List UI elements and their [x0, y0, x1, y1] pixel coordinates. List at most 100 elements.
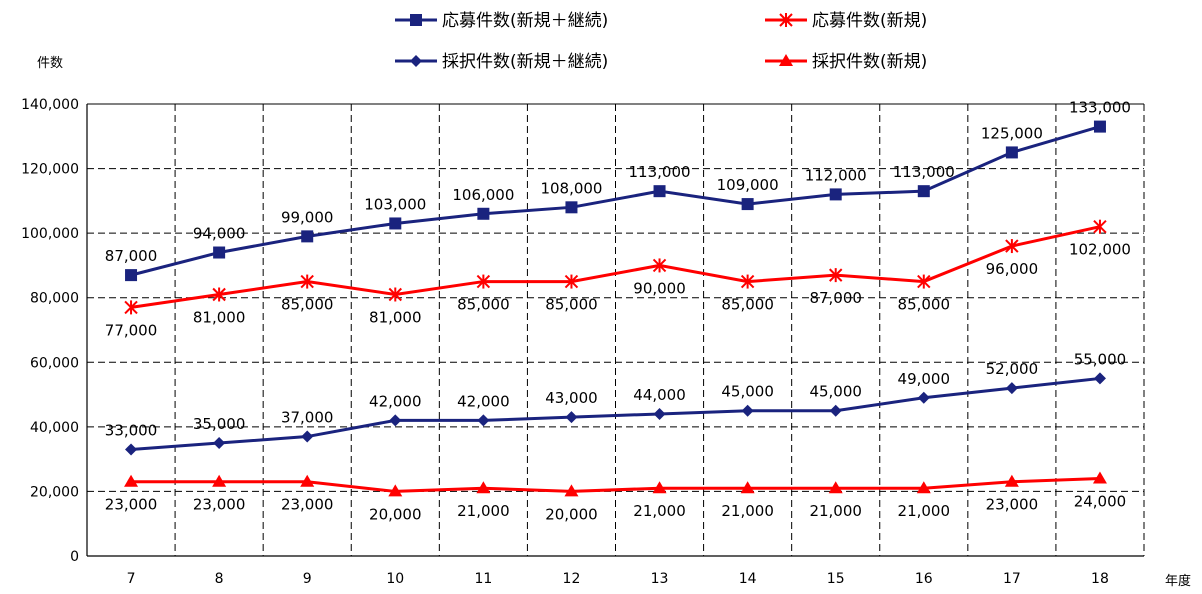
legend-item: 採択件数(新規＋継続) [395, 52, 608, 72]
data-label: 81,000 [369, 308, 422, 326]
data-point [829, 404, 842, 417]
data-label: 21,000 [809, 502, 862, 520]
data-point [389, 217, 402, 230]
data-label: 20,000 [545, 505, 598, 523]
data-point [565, 411, 578, 424]
data-point [388, 484, 403, 497]
x-tick-label: 18 [1091, 571, 1109, 587]
y-axis-title: 件数 [37, 56, 63, 71]
y-tick-label: 60,000 [30, 355, 79, 371]
data-point [1093, 219, 1107, 234]
series-2 [124, 219, 1107, 315]
data-label: 45,000 [809, 383, 862, 401]
data-point [565, 201, 578, 214]
data-point [741, 198, 754, 211]
data-label: 87,000 [809, 289, 862, 307]
data-point [125, 269, 138, 282]
data-label: 102,000 [1069, 241, 1131, 259]
data-label: 96,000 [986, 260, 1039, 278]
data-label: 77,000 [105, 321, 158, 339]
x-tick-label: 9 [303, 571, 312, 587]
data-label: 52,000 [986, 360, 1039, 378]
data-label: 85,000 [457, 296, 510, 314]
data-point [740, 481, 755, 494]
data-point [213, 437, 226, 449]
y-tick-label: 140,000 [21, 97, 79, 113]
series-4 [124, 471, 1107, 497]
series-1 [125, 120, 1106, 282]
y-tick-label: 20,000 [30, 484, 79, 500]
data-label: 21,000 [898, 502, 951, 520]
data-point [477, 207, 490, 220]
data-label: 49,000 [898, 370, 951, 388]
data-label: 125,000 [981, 124, 1043, 142]
data-point [740, 274, 755, 289]
data-label: 103,000 [364, 195, 426, 213]
x-axis-title: 年度 [1165, 573, 1191, 589]
x-tick-label: 13 [651, 571, 669, 587]
data-label: 99,000 [281, 208, 334, 226]
series-line [130, 125, 1101, 277]
data-label: 85,000 [281, 296, 334, 314]
data-point [829, 188, 842, 201]
data-point [1005, 239, 1019, 254]
x-tick-label: 8 [215, 571, 224, 587]
data-point [124, 474, 139, 487]
x-tick-label: 16 [915, 571, 933, 587]
x-tick-label: 15 [827, 571, 845, 587]
data-label: 33,000 [105, 421, 158, 439]
data-point [213, 246, 226, 259]
data-label: 85,000 [898, 296, 951, 314]
data-label: 37,000 [281, 409, 334, 427]
data-label: 55,000 [1074, 350, 1127, 368]
data-label: 21,000 [633, 502, 686, 520]
legend: 応募件数(新規＋継続) 応募件数(新規) 採択件数(新規＋継続) 採択件数(新規) [395, 11, 927, 72]
data-point [828, 481, 843, 494]
data-point [652, 258, 667, 273]
data-point [124, 300, 138, 315]
legend-item: 採択件数(新規) [765, 52, 927, 72]
data-label: 20,000 [369, 505, 422, 523]
data-point [564, 484, 579, 497]
data-point [741, 404, 754, 417]
data-point [1005, 146, 1018, 159]
series-line [130, 376, 1101, 451]
data-point [476, 274, 491, 289]
data-label: 44,000 [633, 386, 686, 404]
data-label: 113,000 [893, 163, 955, 181]
data-point [125, 443, 138, 456]
data-point [653, 407, 666, 420]
data-label: 108,000 [540, 179, 602, 197]
legend-label: 応募件数(新規) [812, 11, 927, 31]
x-tick-label: 7 [127, 571, 136, 587]
data-label: 42,000 [369, 392, 422, 410]
data-point [389, 414, 402, 427]
data-label: 85,000 [721, 296, 774, 314]
data-point [1004, 474, 1019, 487]
x-tick-label: 12 [563, 571, 581, 587]
data-label: 81,000 [193, 308, 246, 326]
legend-marker [410, 55, 422, 67]
data-point [829, 268, 843, 283]
data-point [917, 274, 931, 289]
series-3 [125, 372, 1106, 456]
data-label: 87,000 [105, 247, 158, 265]
data-point [1093, 120, 1106, 133]
data-label-layer: 87,000 94,000 99,000 103,000 106,000 108,000 1… [105, 99, 1131, 524]
legend-item: 応募件数(新規) [765, 11, 927, 31]
data-label: 109,000 [717, 176, 779, 194]
legend-marker [779, 54, 793, 66]
y-tick-label: 40,000 [30, 420, 79, 436]
data-label: 113,000 [629, 163, 691, 181]
data-point [1093, 372, 1106, 385]
data-label: 23,000 [193, 496, 246, 514]
data-label: 94,000 [193, 225, 246, 243]
data-label: 43,000 [545, 389, 598, 407]
data-point [916, 481, 931, 494]
data-label: 23,000 [281, 496, 334, 514]
data-point [301, 230, 314, 243]
data-label: 24,000 [1074, 493, 1127, 511]
data-label: 85,000 [545, 296, 598, 314]
x-tick-label: 17 [1003, 571, 1021, 587]
